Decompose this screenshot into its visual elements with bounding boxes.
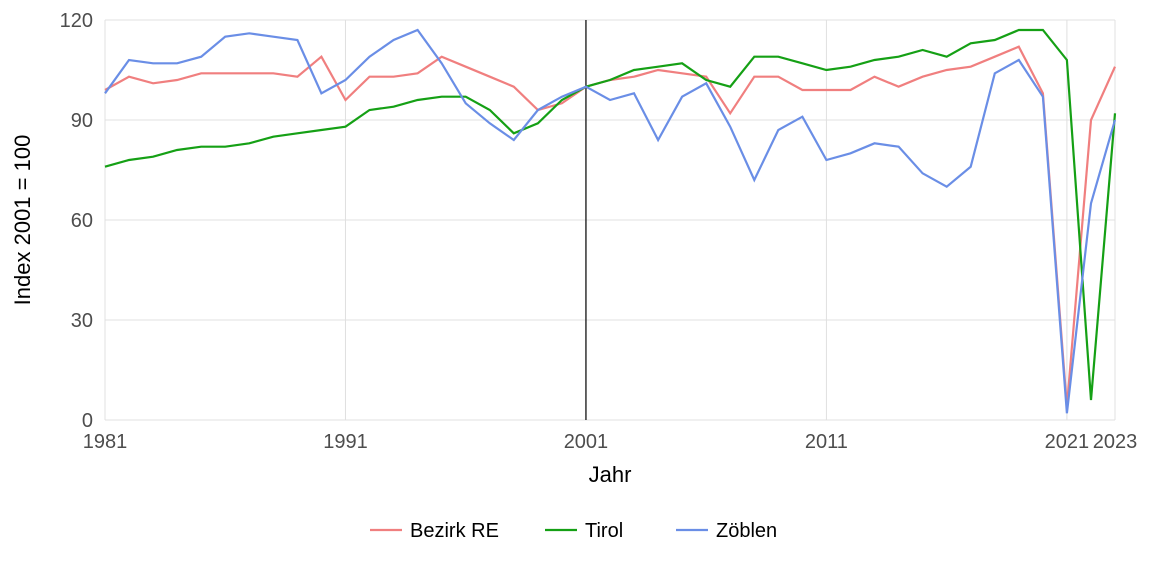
legend-label: Bezirk RE — [410, 520, 499, 542]
chart-svg: 0 30 60 90 120 1981 1991 2001 2011 20212023 Jahr In… — [0, 0, 1152, 576]
xtick-label: 2011 — [805, 431, 848, 453]
xtick-label: 2023 — [1093, 431, 1138, 453]
ytick-label: 0 — [82, 410, 93, 432]
line-chart: 0 30 60 90 120 1981 1991 2001 2011 20212023 Jahr In… — [0, 0, 1152, 576]
legend-label: Tirol — [585, 520, 623, 542]
ytick-label: 90 — [71, 110, 93, 132]
legend-label: Zöblen — [716, 520, 777, 542]
xtick-label: 2001 — [564, 431, 609, 453]
xtick-label: 2021 — [1045, 431, 1090, 453]
x-axis-title: Jahr — [589, 462, 632, 487]
y-axis-title: Index 2001 = 100 — [10, 135, 35, 306]
ytick-label: 120 — [60, 10, 93, 32]
ytick-label: 30 — [71, 310, 93, 332]
xtick-label: 1981 — [83, 431, 128, 453]
ytick-label: 60 — [71, 210, 93, 232]
xtick-label: 1991 — [323, 431, 368, 453]
